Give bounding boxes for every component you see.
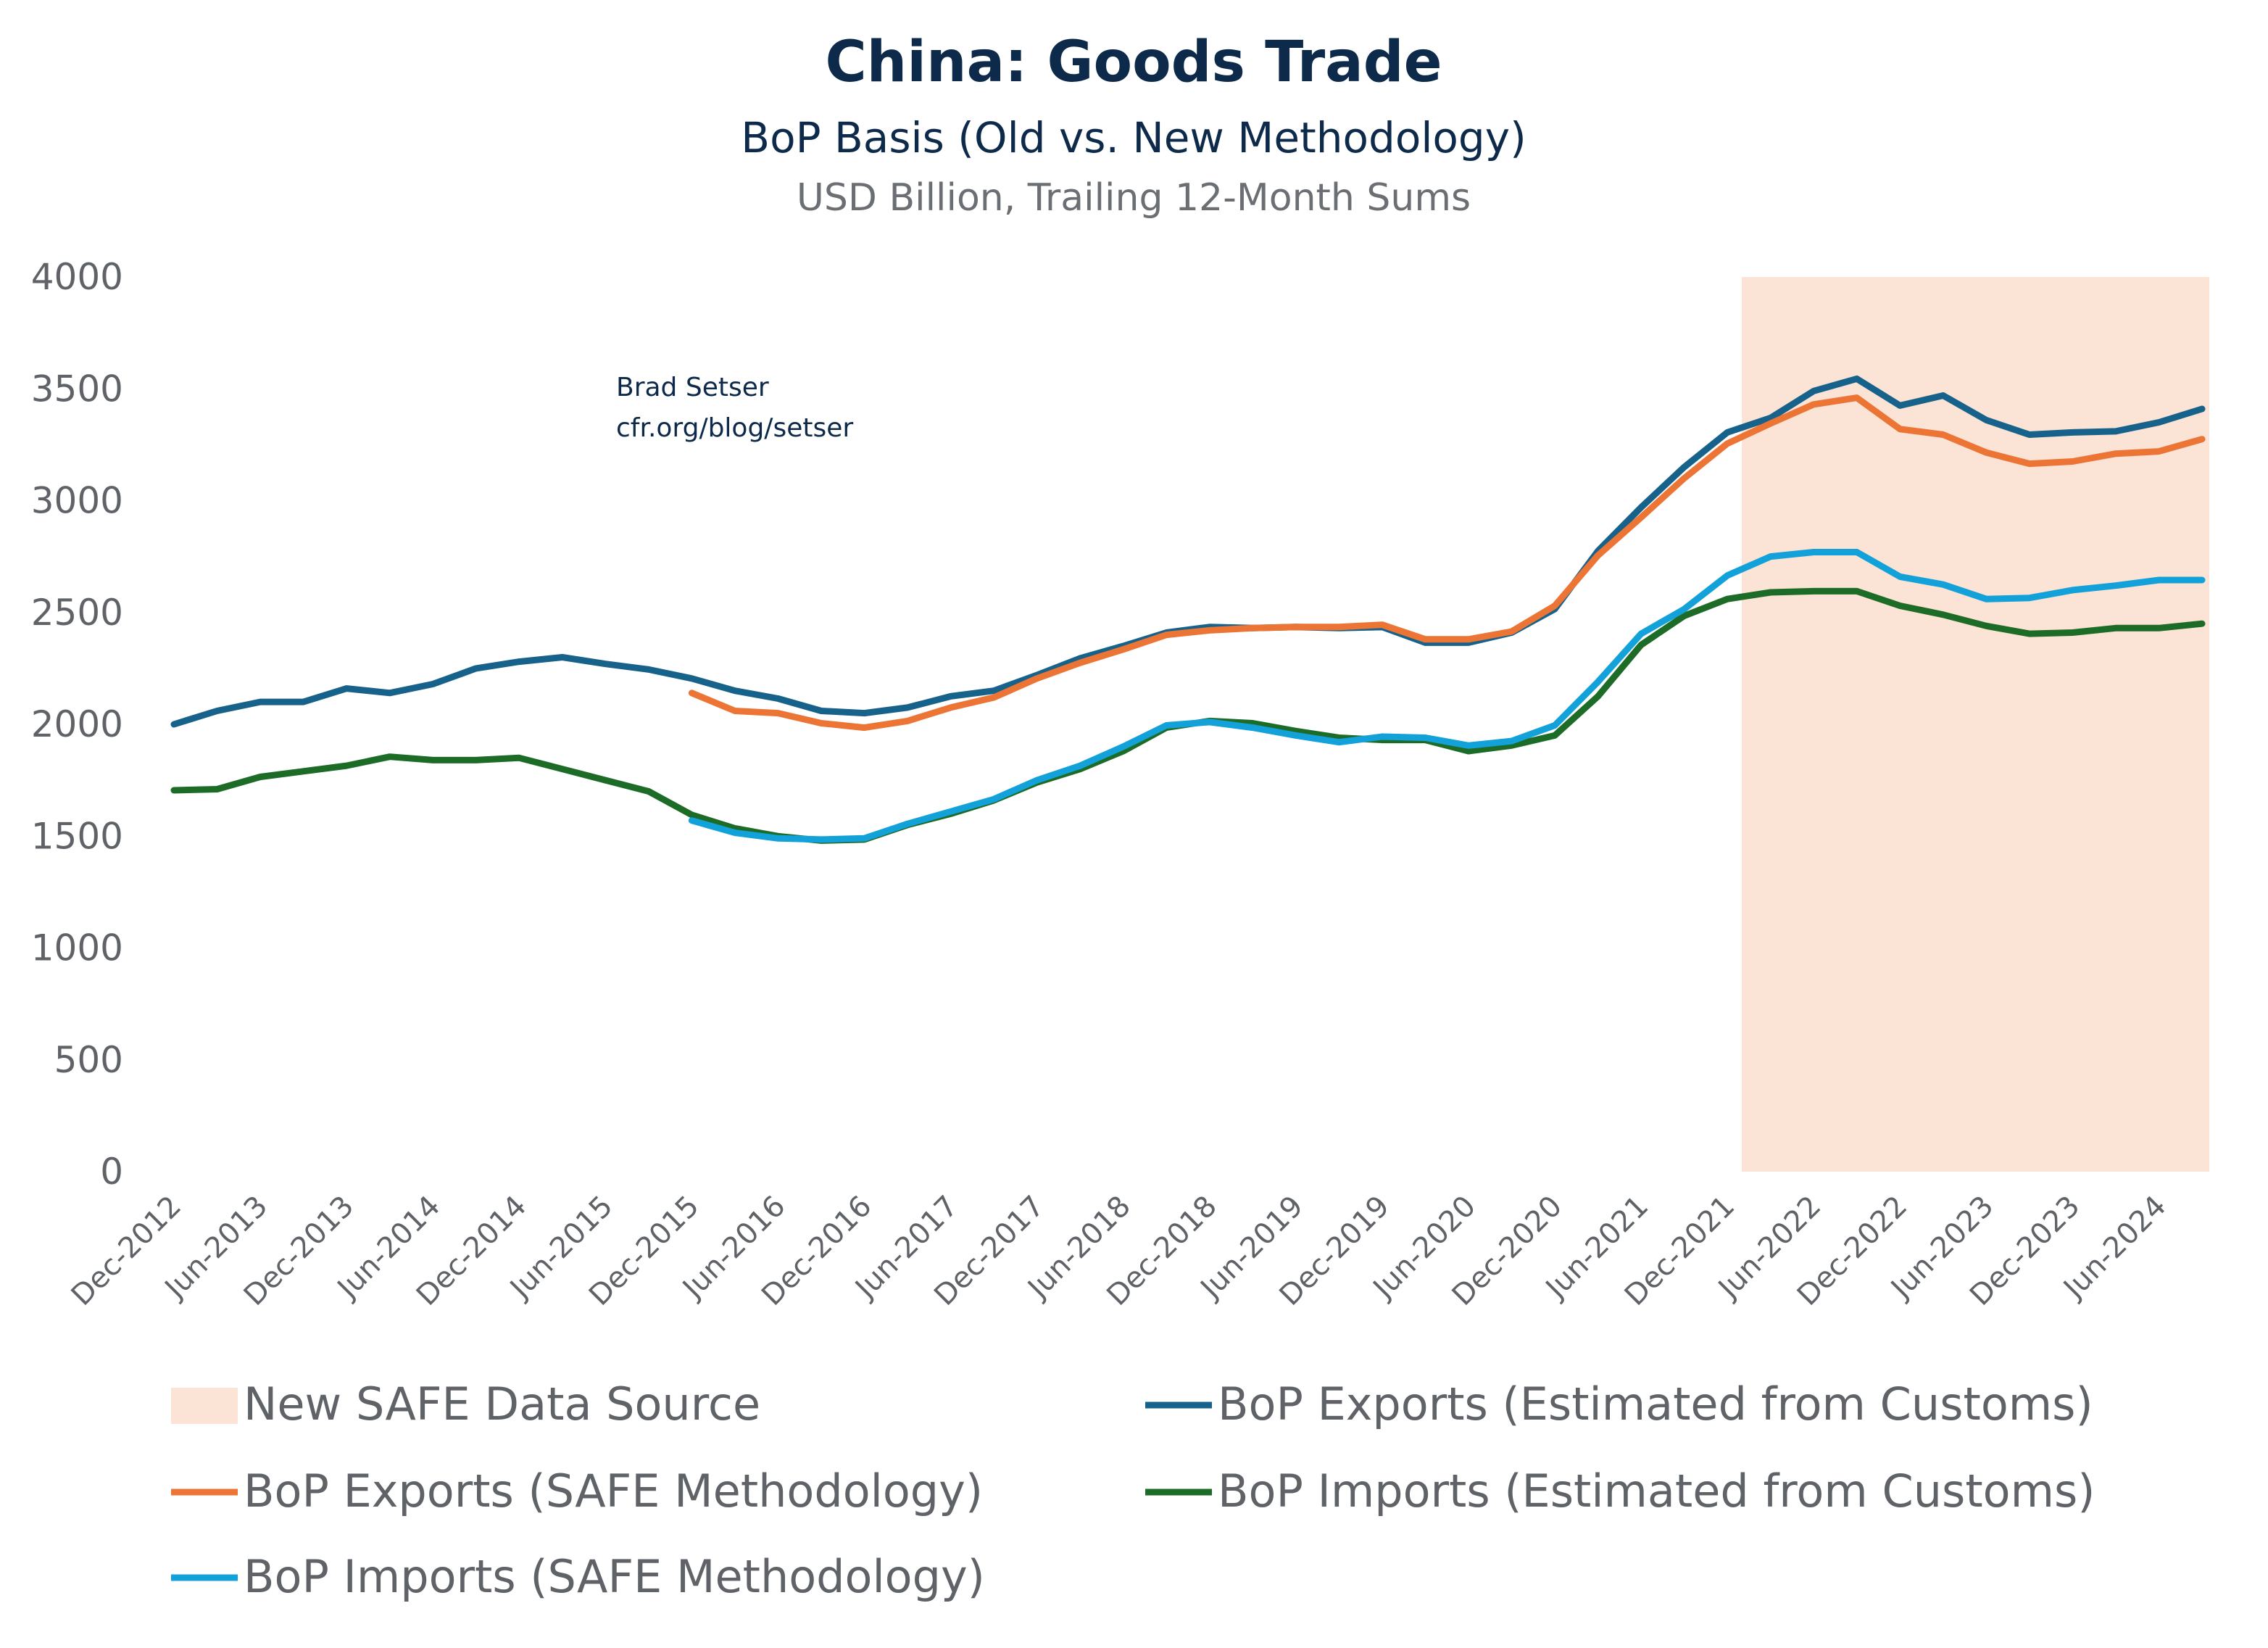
y-tick-label: 0 <box>100 1151 123 1193</box>
legend-label: BoP Imports (SAFE Methodology) <box>244 1550 985 1603</box>
legend-item: BoP Exports (SAFE Methodology) <box>171 1465 983 1517</box>
y-tick-label: 3500 <box>31 368 123 410</box>
legend-label: BoP Exports (Estimated from Customs) <box>1218 1378 2093 1430</box>
url-annotation: cfr.org/blog/setser <box>616 413 853 443</box>
chart-subtitle: BoP Basis (Old vs. New Methodology) <box>741 113 1526 162</box>
y-tick-label: 500 <box>54 1039 123 1081</box>
series-line-1 <box>688 394 2206 732</box>
y-tick-label: 3000 <box>31 480 123 522</box>
legend-label: New SAFE Data Source <box>244 1378 760 1430</box>
legend-swatch <box>171 1388 238 1424</box>
y-tick-label: 4000 <box>31 256 123 298</box>
y-tick-label: 2000 <box>31 703 123 745</box>
legend-item: BoP Exports (Estimated from Customs) <box>1145 1378 2093 1430</box>
y-tick-label: 2500 <box>31 592 123 634</box>
legend-label: BoP Exports (SAFE Methodology) <box>244 1465 983 1517</box>
y-tick-label: 1500 <box>31 815 123 857</box>
author-annotation: Brad Setser <box>616 373 769 402</box>
series-line-3 <box>688 549 2206 843</box>
series-lines <box>170 375 2206 844</box>
chart-units: USD Billion, Trailing 12-Month Sums <box>797 176 1471 220</box>
legend-item: BoP Imports (SAFE Methodology) <box>171 1550 985 1603</box>
x-tick-label: Dec-2012 <box>65 1190 188 1312</box>
legend-item: BoP Imports (Estimated from Customs) <box>1145 1465 2095 1517</box>
legend-item: New SAFE Data Source <box>171 1378 760 1430</box>
legend: New SAFE Data Source BoP Exports (Estimat… <box>171 1378 2095 1603</box>
x-axis: Dec-2012Jun-2013Dec-2013Jun-2014Dec-2014… <box>65 1190 2173 1312</box>
y-tick-label: 1000 <box>31 927 123 969</box>
chart-title: China: Goods Trade <box>825 30 1442 95</box>
legend-label: BoP Imports (Estimated from Customs) <box>1218 1465 2095 1517</box>
y-axis: 0 500 1000 1500 2000 2500 3000 3500 4000 <box>31 256 123 1193</box>
